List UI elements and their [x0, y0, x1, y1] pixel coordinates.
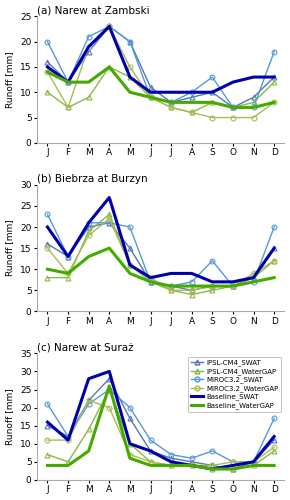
Y-axis label: Runoff [mm]: Runoff [mm] — [6, 388, 14, 445]
Text: (a) Narew at Zambski: (a) Narew at Zambski — [37, 6, 150, 16]
Text: (b) Biebrza at Burzyn: (b) Biebrza at Burzyn — [37, 174, 148, 184]
Y-axis label: Runoff [mm]: Runoff [mm] — [6, 220, 14, 276]
Text: (c) Narew at Suraż: (c) Narew at Suraż — [37, 342, 134, 352]
Y-axis label: Runoff [mm]: Runoff [mm] — [6, 51, 14, 108]
Legend: IPSL-CM4_SWAT, IPSL-CM4_WaterGAP, MIROC3.2_SWAT, MIROC3.2_WaterGAP, Baseline_SWA: IPSL-CM4_SWAT, IPSL-CM4_WaterGAP, MIROC3… — [188, 357, 281, 412]
